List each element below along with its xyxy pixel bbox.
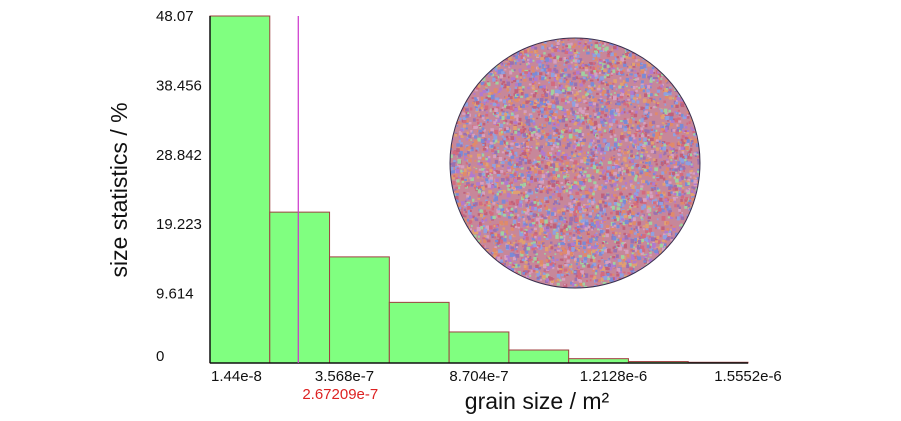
y-tick-label: 9.614 [156,286,194,303]
histogram-bar [209,15,271,364]
histogram-bar [329,256,390,364]
histogram-bar [448,331,510,364]
y-tick-label: 38.456 [156,77,202,94]
histogram-bar [508,349,570,364]
x-tick-label: 8.704e-7 [449,368,508,385]
x-axis-label: grain size / m² [465,388,610,414]
y-tick-labels: 0 9.614 19.223 28.842 38.456 48.07 [156,8,202,365]
grain-map-grains [450,38,700,288]
x-tick-label: 1.5552e-6 [714,368,782,385]
mean-marker-label: 2.67209e-7 [302,386,378,403]
y-axis-label: size statistics / % [106,102,132,277]
y-tick-label: 28.842 [156,147,202,164]
histogram-bar [388,301,450,364]
y-tick-label: 48.07 [156,8,194,25]
histogram-bar [269,211,331,364]
y-tick-label: 19.223 [156,216,202,233]
histogram-bars [209,15,749,364]
x-tick-label: 3.568e-7 [315,368,374,385]
axes [209,16,748,364]
grain-map-inset [449,37,701,289]
grain-map-outline [449,37,701,289]
x-tick-labels: 1.44e-8 3.568e-7 8.704e-7 1.2128e-6 1.5552e-… [211,368,782,385]
x-tick-label: 1.2128e-6 [580,368,648,385]
x-tick-label: 1.44e-8 [211,368,262,385]
y-tick-label: 0 [156,348,164,365]
